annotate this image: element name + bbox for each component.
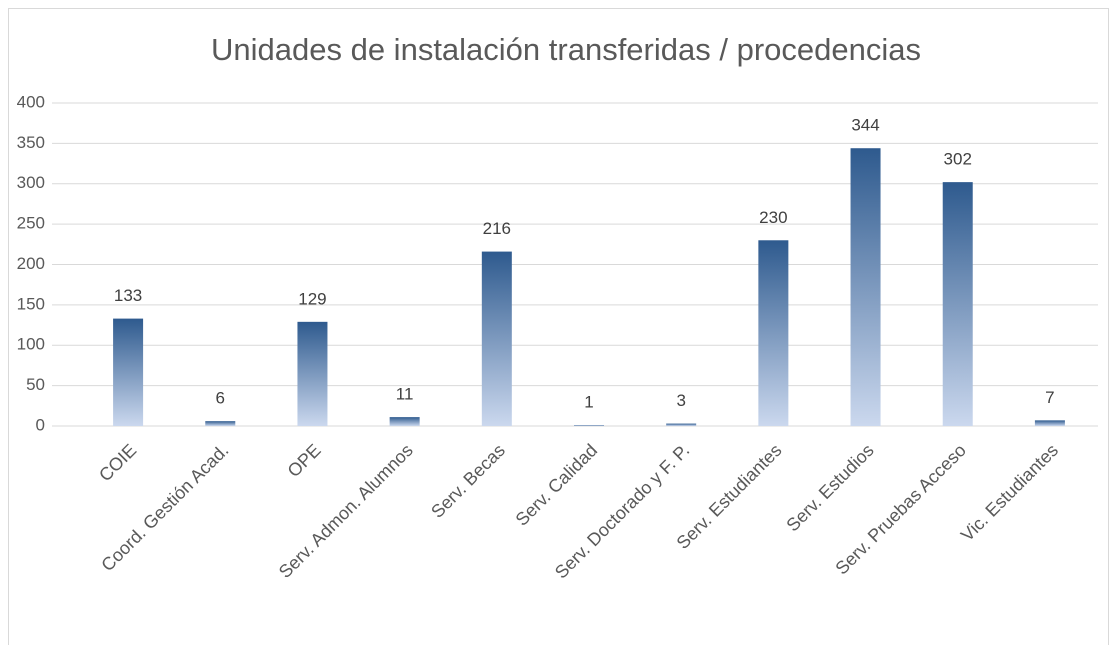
value-label: 6 (216, 389, 225, 408)
x-tick-label: OPE (284, 440, 325, 481)
x-tick-label: Serv. Estudios (782, 440, 877, 535)
y-tick-label: 100 (17, 335, 45, 354)
value-label: 133 (114, 286, 142, 305)
value-label: 1 (584, 393, 593, 412)
bar (389, 417, 420, 426)
y-tick-label: 300 (17, 173, 45, 192)
y-tick-label: 250 (17, 214, 45, 233)
y-tick-label: 350 (17, 133, 45, 152)
bar (205, 421, 236, 426)
value-label: 302 (944, 150, 972, 169)
x-tick-label: Vic. Estudiantes (957, 440, 1062, 545)
value-label: 11 (396, 385, 414, 404)
y-tick-label: 400 (17, 92, 45, 111)
bar (850, 148, 881, 426)
value-label: 7 (1045, 388, 1054, 407)
bar (758, 240, 789, 426)
value-label: 230 (759, 208, 787, 227)
value-label: 129 (298, 289, 326, 308)
y-tick-label: 200 (17, 254, 45, 273)
y-tick-label: 0 (36, 415, 45, 434)
x-tick-label: Serv. Calidad (512, 440, 602, 530)
bar (481, 251, 512, 426)
bar (297, 321, 328, 426)
value-label: 216 (483, 219, 511, 238)
bar (942, 182, 973, 426)
y-tick-label: 150 (17, 294, 45, 313)
chart-frame (8, 8, 1109, 645)
value-label: 3 (676, 391, 685, 410)
y-tick-label: 50 (26, 375, 45, 394)
x-tick-label: COIE (95, 440, 140, 485)
x-tick-label: Serv. Becas (427, 440, 509, 522)
chart-title: Unidades de instalación transferidas / p… (211, 32, 921, 67)
bar (666, 423, 697, 426)
bar (113, 318, 144, 426)
bar (1034, 420, 1065, 426)
bar (574, 425, 604, 426)
value-label: 344 (851, 116, 879, 135)
